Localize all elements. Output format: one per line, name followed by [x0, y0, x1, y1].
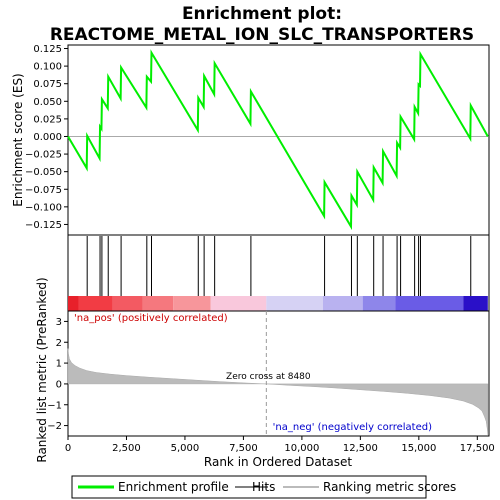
es-y-tick-label: −0.075 [25, 185, 62, 196]
metric-y-tick-label: −2 [47, 421, 62, 432]
es-y-tick-label: 0.075 [33, 79, 62, 90]
x-tick-label: 15,000 [401, 443, 436, 454]
es-y-tick-label: 0.100 [33, 62, 62, 73]
metric-y-tick-label: 3 [56, 317, 62, 328]
metric-y-tick-label: 2 [56, 338, 62, 349]
x-tick-label: 0 [65, 443, 71, 454]
color-bar-segment [78, 296, 113, 311]
metric-y-tick-label: −1 [47, 400, 62, 411]
enrichment-profile-line [67, 49, 489, 231]
pos-correlated-label: 'na_pos' (positively correlated) [74, 313, 228, 324]
es-y-tick-label: −0.025 [25, 150, 62, 161]
x-axis: 0 2,500 5,000 7,500 10,000 12,500 15,000 17,500 [65, 436, 495, 454]
es-y-axis: −0.125 −0.100 −0.075 −0.050 −0.025 0.000 0.025… [25, 44, 68, 231]
legend-metric-label: Ranking metric scores [323, 480, 456, 494]
es-y-tick-label: −0.050 [25, 167, 62, 178]
rank-color-bar [68, 296, 488, 311]
color-bar-segment [112, 296, 143, 311]
color-bar-segment [142, 296, 174, 311]
metric-y-axis: −2 −1 0 1 2 3 [47, 317, 68, 432]
x-tick-label: 12,500 [343, 443, 378, 454]
es-y-tick-label: −0.100 [25, 202, 62, 213]
metric-y-axis-label: Ranked list metric (PreRanked) [35, 277, 49, 462]
color-bar-segment [463, 296, 488, 311]
x-tick-label: 5,000 [171, 443, 200, 454]
neg-correlated-label: 'na_neg' (negatively correlated) [273, 422, 432, 433]
es-y-tick-label: −0.125 [25, 220, 62, 231]
x-tick-label: 10,000 [284, 443, 319, 454]
color-bar-segment [362, 296, 396, 311]
color-bar-segment [210, 296, 267, 311]
color-bar-segment [68, 296, 79, 311]
legend-hits-label: Hits [252, 480, 275, 494]
es-y-tick-label: 0.025 [33, 114, 62, 125]
color-bar-segment [266, 296, 323, 311]
metric-y-tick-label: 0 [56, 379, 62, 390]
legend-enrichment-label: Enrichment profile [118, 480, 229, 494]
color-bar-segment [322, 296, 363, 311]
chart-title-line2: REACTOME_METAL_ION_SLC_TRANSPORTERS [50, 25, 474, 45]
es-y-tick-label: 0.000 [33, 132, 62, 143]
hits-marks [86, 236, 472, 296]
color-bar-segment [173, 296, 211, 311]
es-y-tick-label: 0.125 [33, 44, 62, 55]
color-bar-segment [395, 296, 464, 311]
es-y-axis-label: Enrichment score (ES) [11, 73, 25, 206]
x-tick-label: 2,500 [112, 443, 141, 454]
x-tick-label: 7,500 [229, 443, 258, 454]
x-tick-label: 17,500 [460, 443, 495, 454]
x-axis-label: Rank in Ordered Dataset [204, 455, 352, 469]
chart-title-line1: Enrichment plot: [182, 4, 342, 24]
ranking-metric-area [67, 348, 489, 435]
metric-y-tick-label: 1 [56, 359, 62, 370]
zero-cross-label: Zero cross at 8480 [226, 372, 311, 382]
es-y-tick-label: 0.050 [33, 97, 62, 108]
